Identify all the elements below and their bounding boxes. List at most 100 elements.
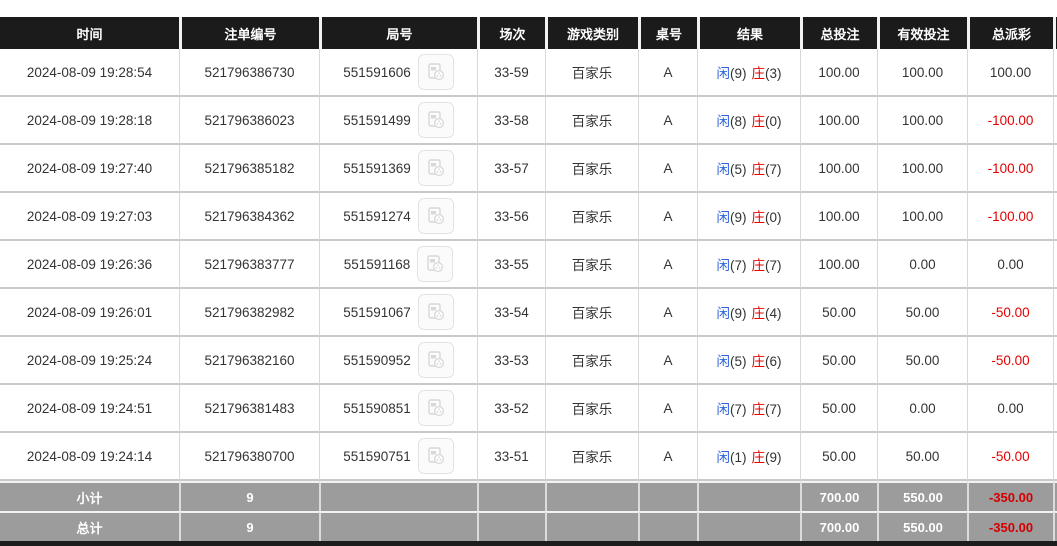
cell-valid-bet: 0.00 [877,385,967,433]
cell-total-bet: 50.00 [800,289,877,337]
replay-icon[interactable] [417,102,454,138]
cell-session: 33-57 [477,145,545,193]
replay-icon[interactable] [417,54,454,90]
result-player-score: (5) [730,354,747,369]
result-banker: 庄 [751,66,766,81]
result-player-score: (8) [730,114,747,129]
cell-result: 闲(9) 庄(3) [697,49,800,97]
cell-game: 百家乐 [545,337,638,385]
summary-row: 总计 9 700.00 550.00 -350.00 [0,511,1057,541]
replay-icon[interactable] [417,198,454,234]
cell-time: 2024-08-09 19:27:40 [0,145,179,193]
table-row: 2024-08-09 19:24:14 521796380700 5515907… [0,433,1057,481]
result-player: 闲 [716,66,731,81]
cell-game: 百家乐 [545,433,638,481]
bet-records-table: 时间 注单编号 局号 场次 游戏类别 桌号 结果 总投注 有效投注 总派彩 20… [0,17,1057,541]
cell-bet-id: 521796384362 [179,193,319,241]
result-player-score: (7) [730,258,747,273]
result-banker: 庄 [751,210,766,225]
header-payout: 总派彩 [967,17,1053,49]
table-row: 2024-08-09 19:28:54 521796386730 5515916… [0,49,1057,97]
cell-table-no: A [638,97,697,145]
cell-game: 百家乐 [545,241,638,289]
replay-icon[interactable] [417,246,454,282]
cell-bet-id: 521796385182 [179,145,319,193]
cell-time: 2024-08-09 19:24:14 [0,433,179,481]
cell-game: 百家乐 [545,97,638,145]
result-banker-score: (3) [765,66,782,81]
cell-valid-bet: 50.00 [877,433,967,481]
summary-payout: -350.00 [967,511,1053,541]
cell-game: 百家乐 [545,385,638,433]
cell-bet-id: 521796383777 [179,241,319,289]
cell-overflow [1053,241,1057,289]
round-number: 551591606 [343,64,411,80]
round-number: 551591168 [343,256,411,272]
cell-table-no: A [638,385,697,433]
cell-valid-bet: 100.00 [877,145,967,193]
cell-bet-id: 521796380700 [179,433,319,481]
replay-icon[interactable] [417,342,454,378]
cell-game: 百家乐 [545,289,638,337]
cell-game: 百家乐 [545,49,638,97]
result-player: 闲 [716,210,731,225]
result-player-score: (1) [730,450,747,465]
result-banker-score: (9) [765,450,782,465]
result-banker-score: (6) [765,354,782,369]
cell-total-bet: 50.00 [800,337,877,385]
header-total-bet: 总投注 [800,17,877,49]
cell-round: 551590851 [319,385,477,433]
replay-icon[interactable] [417,390,454,426]
cell-time: 2024-08-09 19:26:01 [0,289,179,337]
result-banker: 庄 [751,450,766,465]
result-banker: 庄 [751,402,766,417]
round-number: 551590751 [343,448,411,464]
table-row: 2024-08-09 19:26:36 521796383777 5515911… [0,241,1057,289]
cell-time: 2024-08-09 19:26:36 [0,241,179,289]
cell-overflow [1053,433,1057,481]
cell-bet-id: 521796382982 [179,289,319,337]
cell-result: 闲(5) 庄(6) [697,337,800,385]
result-banker: 庄 [751,114,766,129]
cell-overflow [1053,337,1057,385]
summary-valid-bet: 550.00 [877,481,967,511]
result-player: 闲 [716,306,731,321]
cell-total-bet: 100.00 [800,193,877,241]
result-player: 闲 [716,450,731,465]
cell-session: 33-54 [477,289,545,337]
cell-session: 33-55 [477,241,545,289]
cell-table-no: A [638,337,697,385]
result-player: 闲 [716,162,731,177]
header-round: 局号 [319,17,477,49]
summary-total-bet: 700.00 [800,511,877,541]
result-banker: 庄 [751,306,766,321]
round-number: 551590952 [343,352,411,368]
replay-icon[interactable] [417,438,454,474]
result-player: 闲 [716,354,731,369]
cell-table-no: A [638,193,697,241]
cell-total-bet: 50.00 [800,385,877,433]
table-row: 2024-08-09 19:24:51 521796381483 5515908… [0,385,1057,433]
result-banker: 庄 [751,162,766,177]
header-table-no: 桌号 [638,17,697,49]
cell-round: 551591606 [319,49,477,97]
summary-payout: -350.00 [967,481,1053,511]
replay-icon[interactable] [417,150,454,186]
result-player-score: (5) [730,162,747,177]
summary-count: 9 [179,511,319,541]
cell-table-no: A [638,289,697,337]
result-banker-score: (4) [765,306,782,321]
summary-label: 小计 [0,481,179,511]
cell-total-bet: 50.00 [800,433,877,481]
result-banker-score: (7) [765,402,782,417]
cell-round: 551590952 [319,337,477,385]
cell-overflow [1053,49,1057,97]
next-table-header-edge [0,541,1057,546]
replay-icon[interactable] [417,294,454,330]
cell-payout: -50.00 [967,289,1053,337]
result-banker-score: (0) [765,114,782,129]
cell-session: 33-56 [477,193,545,241]
cell-bet-id: 521796381483 [179,385,319,433]
cell-result: 闲(9) 庄(4) [697,289,800,337]
table-row: 2024-08-09 19:27:03 521796384362 5515912… [0,193,1057,241]
